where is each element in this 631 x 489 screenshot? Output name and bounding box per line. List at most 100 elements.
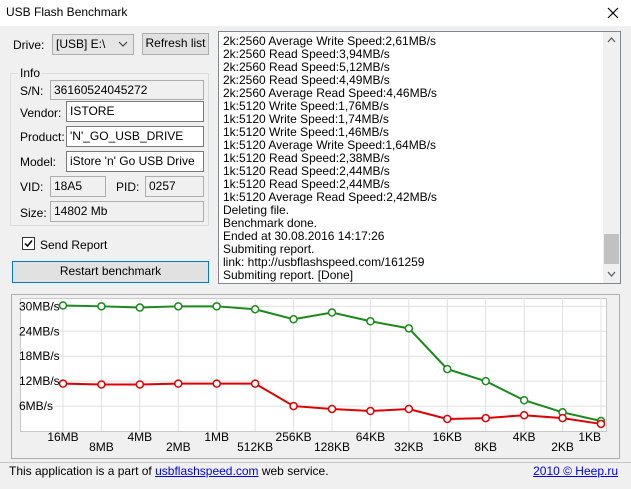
point — [58, 379, 68, 388]
log-lines: 2k:2560 Average Write Speed:2,61MB/s 2k:2… — [223, 35, 437, 282]
x-tick-label: 256KB — [276, 430, 312, 444]
field-value: 18A5 — [50, 176, 106, 197]
x-tick-label: 1KB — [578, 430, 601, 444]
point — [404, 404, 414, 414]
info-title: Info — [18, 66, 43, 80]
point — [481, 413, 490, 423]
log-line: 1k:5120 Write Speed:1,76MB/s — [223, 99, 389, 113]
log-line: 2k:2560 Average Write Speed:2,61MB/s — [223, 34, 437, 48]
point — [289, 401, 298, 411]
checkmark — [24, 240, 33, 248]
send-report-label: Send Report — [40, 238, 108, 252]
point — [289, 314, 298, 324]
point — [212, 302, 221, 311]
x-tick-label: 2KB — [551, 440, 574, 454]
field-label: PID: — [116, 180, 140, 194]
log-box: 2k:2560 Average Write Speed:2,61MB/s 2k:2… — [218, 31, 621, 284]
log-line: 2k:2560 Read Speed:4,49MB/s — [223, 73, 390, 87]
x-tick-label: 8KB — [474, 440, 497, 454]
point — [250, 304, 260, 314]
x-tick-label: 4MB — [128, 430, 153, 444]
drive-value: [USB] E:\ — [56, 37, 106, 51]
point — [481, 376, 490, 386]
point — [327, 308, 337, 317]
log-line: 1k:5120 Read Speed:2,38MB/s — [223, 151, 390, 165]
y-tick-label: 12MB/s — [19, 374, 60, 388]
point — [135, 303, 145, 312]
log-line: 2k:2560 Average Read Speed:4,46MB/s — [223, 86, 437, 100]
point — [174, 302, 183, 311]
chart: 6MB/s 12MB/s 18MB/s 24MB/s 30MB/s 16MB 8MB 4MB 2… — [11, 294, 620, 459]
field-label: Vendor: — [20, 106, 62, 120]
footer-after: web service. — [261, 464, 329, 478]
scrollbar[interactable] — [603, 32, 620, 283]
log-line: Benchmark done. — [223, 216, 318, 230]
info-group — [10, 73, 209, 226]
field-value[interactable]: 'N'_GO_USB_DRIVE — [66, 126, 204, 147]
point — [519, 410, 529, 420]
log-line: 1k:5120 Read Speed:2,44MB/s — [223, 164, 390, 178]
x-tick-label: 8MB — [89, 440, 114, 454]
point — [366, 406, 375, 416]
log-line: 2k:2560 Read Speed:5,12MB/s — [223, 60, 390, 74]
x-tick-label: 16KB — [433, 430, 462, 444]
point — [97, 380, 106, 389]
footer-text: This application is a part of usbflashsp… — [9, 464, 329, 478]
log-line: 1k:5120 Read Speed:2,44MB/s — [223, 177, 390, 191]
footer-separator — [0, 462, 631, 463]
x-tick-label: 2MB — [166, 440, 191, 454]
plot-area — [20, 298, 607, 432]
log-line: 1k:5120 Write Speed:1,46MB/s — [223, 125, 389, 139]
point — [212, 379, 221, 388]
y-tick-label: 18MB/s — [19, 349, 60, 363]
footer-before: This application is a part of — [9, 464, 152, 478]
x-tick-label: 512KB — [237, 440, 273, 454]
field-label: S/N: — [20, 84, 44, 98]
point — [519, 395, 529, 405]
x-tick-label: 32KB — [394, 440, 423, 454]
log-line: Deleting file. — [223, 203, 290, 217]
x-tick-label: 1MB — [204, 430, 229, 444]
y-tick-label: 24MB/s — [19, 324, 60, 338]
log-line: Ended at 30.08.2016 14:17:26 — [223, 229, 385, 243]
log-line: 1k:5120 Average Read Speed:2,42MB/s — [223, 190, 437, 204]
copyright-link[interactable]: 2010 © Heep.ru — [533, 464, 618, 478]
log-line: Submiting report. — [223, 242, 315, 256]
point — [135, 380, 145, 389]
close-button[interactable] — [606, 6, 620, 20]
scrollbar-parts — [604, 37, 619, 277]
drive-label: Drive: — [13, 38, 45, 52]
point — [327, 404, 337, 414]
field-value: 0257 — [145, 176, 204, 197]
restart-button[interactable]: Restart benchmark — [12, 261, 209, 283]
point — [404, 324, 414, 333]
y-tick-label: 6MB/s — [19, 399, 53, 413]
field-label: Model: — [20, 155, 57, 169]
log-line: 1k:5120 Average Write Speed:1,64MB/s — [223, 138, 437, 152]
window-title: USB Flash Benchmark — [6, 5, 128, 19]
point — [174, 379, 183, 388]
point — [97, 302, 106, 311]
drive-combo[interactable]: [USB] E:\ — [52, 34, 134, 55]
x-tick-label: 128KB — [314, 440, 350, 454]
title-bar — [0, 0, 631, 26]
field-label: VID: — [20, 180, 44, 194]
field-value[interactable]: ISTORE — [66, 101, 204, 122]
refresh-button[interactable]: Refresh list — [142, 33, 209, 55]
x-tick-label: 64KB — [356, 430, 385, 444]
point — [366, 317, 375, 326]
log-line: link: http://usbflashspeed.com/161259 — [223, 255, 425, 269]
log-line: 2k:2560 Read Speed:3,94MB/s — [223, 47, 390, 61]
field-value: 36160524045272 — [50, 80, 204, 100]
y-tick-label: 30MB/s — [19, 299, 60, 313]
point — [250, 379, 260, 388]
footer-link[interactable]: usbflashspeed.com — [155, 464, 259, 478]
field-value[interactable]: iStore 'n' Go USB Drive — [66, 151, 204, 172]
x-tick-label: 16MB — [47, 430, 78, 444]
point — [558, 413, 567, 423]
log-line: 1k:5120 Write Speed:1,74MB/s — [223, 112, 389, 126]
x-tick-label: 4KB — [513, 430, 536, 444]
send-report-checkbox[interactable] — [22, 237, 36, 251]
point — [58, 301, 68, 310]
